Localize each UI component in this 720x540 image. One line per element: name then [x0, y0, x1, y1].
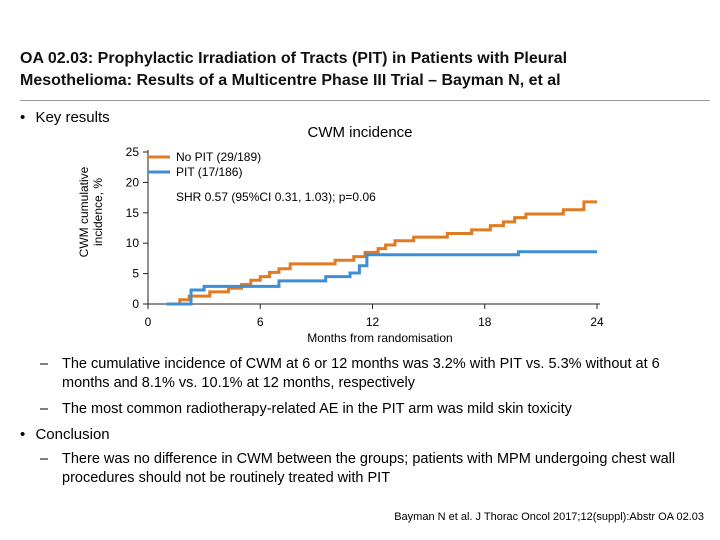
chart-annotation-shr: SHR 0.57 (95%CI 0.31, 1.03); p=0.06	[176, 190, 376, 204]
key-results-heading: • Key results	[20, 108, 110, 127]
legend: No PIT (29/189) PIT (17/186)	[148, 150, 261, 179]
y-tick-label: 10	[126, 236, 140, 250]
conclusion-label: Conclusion	[35, 426, 110, 443]
title-divider	[20, 100, 710, 101]
legend-label-pit: PIT (17/186)	[176, 165, 242, 179]
y-tick-label: 15	[126, 206, 140, 220]
x-tick-label: 24	[590, 315, 604, 329]
y-ticks: 0 5 10 15 20 25	[126, 145, 148, 311]
dash-glyph: –	[40, 401, 49, 417]
bullet-glyph: •	[20, 426, 26, 443]
conclusion-item: – There was no difference in CWM between…	[40, 450, 700, 488]
dash-glyph: –	[40, 356, 49, 372]
y-axis-title: CWM cumulative incidence, %	[77, 166, 105, 257]
key-results-label: Key results	[35, 109, 110, 126]
legend-label-no-pit: No PIT (29/189)	[176, 150, 261, 164]
x-tick-label: 18	[478, 315, 492, 329]
x-tick-label: 0	[145, 315, 152, 329]
bullet-glyph: •	[20, 109, 26, 126]
y-axis-title-line-1: CWM cumulative	[77, 166, 91, 257]
x-tick-label: 12	[366, 315, 380, 329]
finding-1-text: The cumulative incidence of CWM at 6 or …	[62, 356, 660, 391]
series-line-pit	[166, 250, 597, 306]
y-tick-label: 20	[126, 175, 140, 189]
slide-title-line-1: OA 02.03: Prophylactic Irradiation of Tr…	[20, 50, 568, 67]
dash-glyph: –	[40, 451, 49, 467]
slide-title-line-2: Mesothelioma: Results of a Multicentre P…	[20, 72, 561, 89]
y-tick-label: 5	[132, 267, 139, 281]
y-axis-title-line-2: incidence, %	[91, 178, 105, 246]
slide-title: OA 02.03: Prophylactic Irradiation of Tr…	[20, 48, 710, 92]
finding-1: – The cumulative incidence of CWM at 6 o…	[40, 355, 700, 393]
citation: Bayman N et al. J Thorac Oncol 2017;12(s…	[394, 511, 704, 523]
y-tick-label: 25	[126, 145, 140, 159]
finding-2: – The most common radiotherapy-related A…	[40, 400, 700, 419]
chart-title: CWM incidence	[307, 124, 412, 141]
x-tick-label: 6	[257, 315, 264, 329]
series-line-no-pit	[166, 200, 597, 306]
x-ticks: 0 6 12 18 24	[145, 304, 604, 329]
x-axis-title: Months from randomisation	[307, 331, 452, 345]
conclusion-heading: • Conclusion	[20, 425, 110, 444]
y-tick-label: 0	[132, 297, 139, 311]
conclusion-text: There was no difference in CWM between t…	[62, 451, 676, 486]
finding-2-text: The most common radiotherapy-related AE …	[62, 401, 572, 417]
